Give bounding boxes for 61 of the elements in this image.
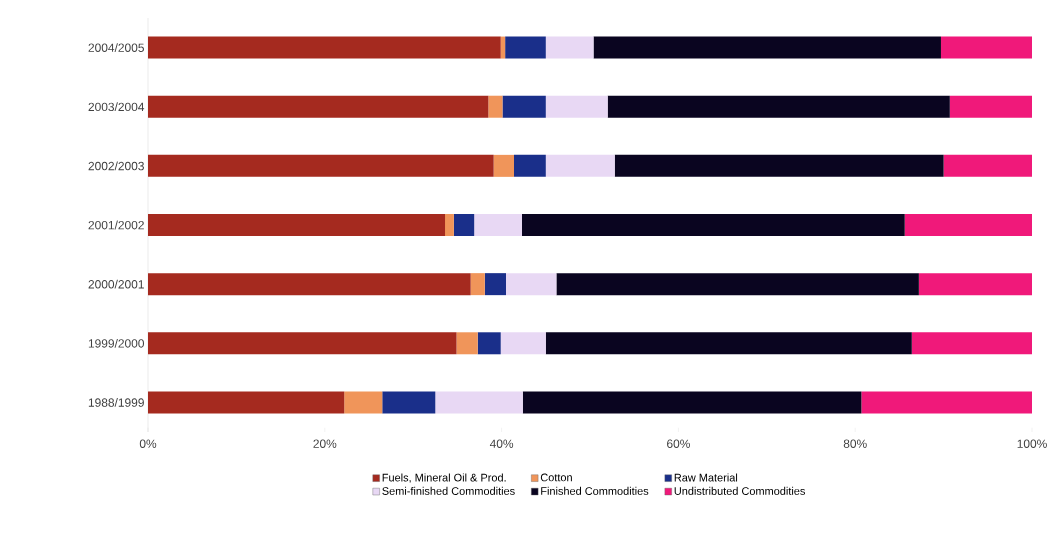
x-tick-label: 20% [313,439,337,448]
y-tick-label: 1988/1999 [88,398,144,407]
bar [521,214,905,236]
bar [148,36,501,59]
bar [545,332,912,355]
bar [500,36,506,59]
bar [488,95,503,118]
bar [148,273,471,296]
bar [148,95,489,118]
legend-label: Raw Material [674,473,738,482]
bar [493,154,514,177]
bar [614,154,944,177]
bar [148,391,345,414]
bar [484,273,507,296]
legend-label: Fuels, Mineral Oil & Prod. [382,473,506,483]
bar [148,214,446,236]
bar [148,154,494,177]
bar [949,95,1033,118]
legend-label: Semi-finished Commodities [382,486,515,495]
legend-label: Cotton [540,473,572,482]
y-tick-label: 2003/2004 [88,102,145,112]
y-tick-label: 1999/2000 [88,338,145,348]
legend-label: Finished Commodities [541,486,649,495]
bar [513,154,546,177]
bar [445,214,454,236]
x-tick-label: 100% [1017,439,1047,448]
bar [911,332,1033,355]
y-tick-label: 2000/2001 [88,279,144,289]
bar [435,391,523,414]
bar [545,36,594,59]
bar [943,154,1033,177]
x-tick-label: 0% [139,439,157,448]
bar [918,273,1033,296]
bar [470,273,485,296]
y-tick-label: 2002/2003 [88,161,144,171]
x-tick-label: 40% [489,439,514,448]
bar [505,36,546,59]
bar [940,36,1033,59]
bar [500,332,546,355]
bar [545,95,608,118]
bar [904,214,1033,236]
y-tick-label: 2004/2005 [88,43,144,52]
bar [456,332,478,355]
x-tick-label: 80% [843,439,867,448]
y-tick-label: 2001/2002 [88,220,144,230]
bar [556,273,919,296]
bar [522,391,862,414]
bar [148,332,457,355]
bar [502,95,546,118]
bar [545,154,615,177]
bar [861,391,1033,414]
bar [453,214,475,236]
bar [382,391,436,414]
legend-label: Undistributed Commodities [674,486,805,495]
x-tick-label: 60% [667,439,690,448]
bar [607,95,950,118]
bar [474,214,522,236]
bar [344,391,383,414]
bar [593,36,941,59]
bar [506,273,557,296]
bar [477,332,501,355]
